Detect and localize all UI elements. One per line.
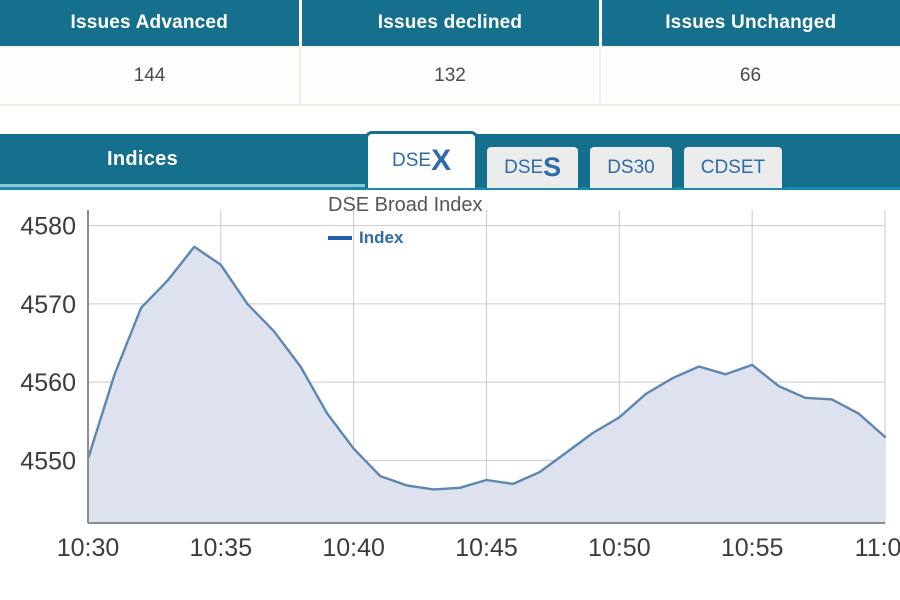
chart-legend: Index [328,228,403,248]
value-issues-advanced: 144 [0,46,301,106]
value-issues-declined: 132 [300,46,601,106]
x-tick-label: 10:40 [322,534,385,562]
index-chart: DSE Broad Index 4550 4560 4570 4580 10:30 10… [0,190,900,585]
y-tick-label: 4580 [20,213,76,241]
chart-y-tick-labels: 4550 4560 4570 4580 [20,213,76,476]
table-row: 144 132 66 [0,46,900,106]
tab-cdset-label: CDSET [700,156,766,178]
legend-swatch-index [328,236,352,240]
indices-underline [0,184,365,187]
tab-ds30-label: DS30 [607,156,655,178]
column-header-issues-advanced: Issues Advanced [0,0,302,47]
chart-x-tick-labels: 10:30 10:35 10:40 10:45 10:50 10:55 11:00 [57,534,900,562]
x-tick-label: 10:35 [190,534,253,562]
index-tabs: DSE X DSE S DS30 CDSET [365,131,791,188]
series-area-index [88,246,885,524]
x-tick-label: 10:50 [588,534,651,562]
indices-title: Indices [107,148,179,170]
x-tick-label: 10:55 [721,534,784,562]
tab-dses-prefix: DSE [504,156,544,178]
chart-title: DSE Broad Index [328,194,483,216]
series-line-index [86,245,887,491]
tab-dsex-prefix: DSE [392,150,432,171]
x-tick-label: 10:45 [455,534,518,562]
y-tick-label: 4560 [20,369,76,397]
x-tick-label: 11:00 [855,534,900,562]
column-header-issues-unchanged: Issues Unchanged [600,0,900,47]
column-header-issues-declined: Issues declined [300,0,602,47]
tab-dsex[interactable]: DSE X [365,131,479,188]
chart-axes [87,210,885,524]
x-tick-label: 10:30 [57,534,120,562]
tab-ds30[interactable]: DS30 [587,144,675,188]
chart-area-series [86,245,887,524]
legend-label-index: Index [359,228,404,247]
table-header-row: Issues Advanced Issues declined Issues U… [0,0,900,47]
tab-dses[interactable]: DSE S [484,144,582,188]
tab-dsex-suffix: X [431,144,452,177]
indices-bar: Indices DSE X DSE S DS30 CDSET [0,131,900,190]
y-tick-label: 4550 [20,447,76,475]
y-tick-label: 4570 [20,291,76,319]
value-issues-unchanged: 66 [600,46,900,106]
market-summary-table: Issues Advanced Issues declined Issues U… [0,0,900,106]
tab-cdset[interactable]: CDSET [680,144,786,188]
tab-dses-suffix: S [543,152,562,182]
